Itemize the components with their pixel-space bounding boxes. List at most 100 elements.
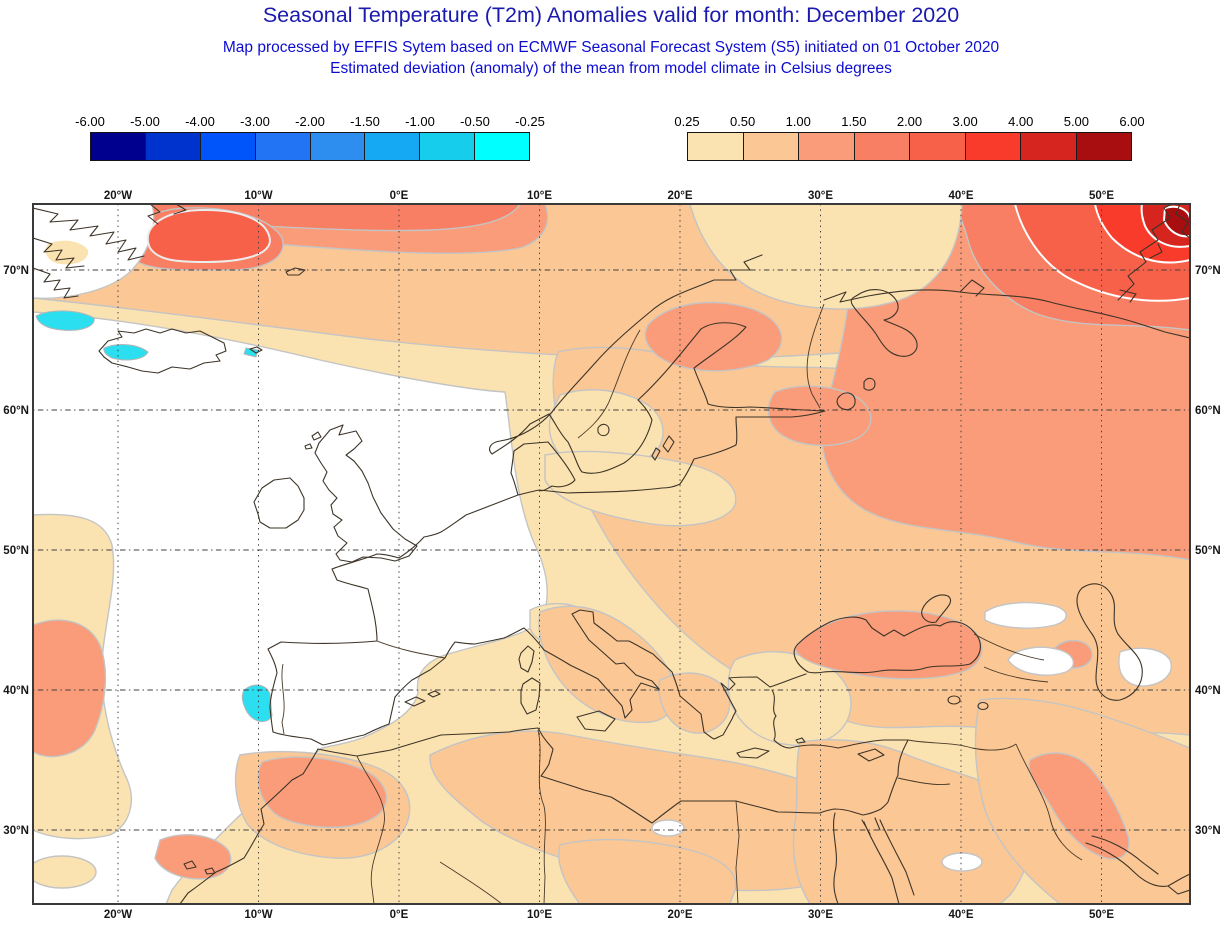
coast-greenland2 xyxy=(33,237,85,269)
legend-positive-ticks: 0.25 0.50 1.00 1.50 2.00 3.00 4.00 5.00 6.00 xyxy=(674,110,1144,132)
legend-tick-label: -6.00 xyxy=(75,114,105,129)
legend-cell xyxy=(799,133,855,160)
white-spot-turkmenistan xyxy=(1118,647,1172,687)
coast-rhodes xyxy=(795,737,806,744)
coast-morocco-atlantic xyxy=(179,748,319,904)
legend-cell xyxy=(965,133,1021,160)
legend-tick-label: 2.00 xyxy=(896,114,923,129)
axis-tick-label: 50°E xyxy=(1089,909,1114,921)
coast-azov xyxy=(921,594,952,623)
coast-cyprus xyxy=(857,748,885,762)
axis-longitude-top: 20°W 10°W 0°E 10°E 20°E 30°E 40°E 50°E xyxy=(104,190,1114,202)
legend-negative-ticks: -6.00 -5.00 -4.00 -3.00 -2.00 -1.50 -1.00 -0.50… xyxy=(75,110,545,132)
axis-tick-label: 60°N xyxy=(3,405,29,417)
legend-tick-label: 0.25 xyxy=(674,114,700,129)
coast-sicily xyxy=(576,710,616,732)
axis-tick-label: 70°N xyxy=(1195,265,1221,277)
legend-cell xyxy=(1076,133,1131,160)
coast-hebrides xyxy=(304,431,322,450)
legend-tick-label: -2.00 xyxy=(295,114,325,129)
white-spot-caucasus xyxy=(1007,646,1075,676)
axis-tick-label: 40°E xyxy=(948,909,973,921)
coast-turkey-levant-africa xyxy=(317,689,909,824)
subtitle-line1: Map processed by EFFIS Sytem based on EC… xyxy=(222,39,1000,56)
warm-fill-zagros xyxy=(1028,752,1130,860)
coast-crete xyxy=(736,747,770,759)
legend-tick-label: -1.00 xyxy=(405,114,435,129)
legend-cell xyxy=(743,133,799,160)
legend-tick-label: 0.50 xyxy=(729,114,756,129)
coast-russia-arctic xyxy=(823,289,1190,339)
axis-latitude-left: 70°N 60°N 50°N 40°N 30°N xyxy=(3,265,29,837)
axis-tick-label: 30°E xyxy=(808,909,833,921)
axis-longitude-bottom: 20°W 10°W 0°E 10°E 20°E 30°E 40°E 50°E xyxy=(104,909,1114,921)
legend-tick-label: 1.50 xyxy=(841,114,867,129)
legend-tick-label: 3.00 xyxy=(952,114,978,129)
warm-fill-morocco-core xyxy=(257,756,387,829)
axis-tick-label: 50°E xyxy=(1089,190,1114,202)
coast-ireland xyxy=(253,477,305,529)
legend-tick-label: 1.00 xyxy=(785,114,811,129)
axis-tick-label: 50°N xyxy=(3,545,29,557)
legend-cell xyxy=(688,133,744,160)
legend-negative-anomalies: -6.00 -5.00 -4.00 -3.00 -2.00 -1.50 -1.00 -0.50… xyxy=(75,110,545,161)
axis-tick-label: 20°W xyxy=(104,909,132,921)
legend-tick-label: 6.00 xyxy=(1119,114,1145,129)
axis-tick-label: 0°E xyxy=(390,909,409,921)
coast-lakes xyxy=(597,377,876,437)
subtitle-line2: Estimated deviation (anomaly) of the mea… xyxy=(330,60,892,77)
cream-wedge-north-cape xyxy=(689,204,963,310)
coast-sardinia xyxy=(520,677,541,715)
axis-tick-label: 20°E xyxy=(667,909,692,921)
axis-tick-label: 30°E xyxy=(808,190,833,202)
white-region-greenland xyxy=(33,204,155,299)
white-spot-libya xyxy=(651,819,685,837)
legend-cell xyxy=(255,133,311,160)
map-coastlines xyxy=(33,204,1190,904)
page-title: Seasonal Temperature (T2m) Anomalies val… xyxy=(262,3,960,27)
legend-cell xyxy=(475,133,529,160)
legend-tick-label: -1.50 xyxy=(350,114,380,129)
map-frame xyxy=(32,203,1191,905)
axis-tick-label: 30°N xyxy=(1195,825,1221,837)
warm-fill-gulf-of-finland xyxy=(767,385,872,447)
white-spot-caspian-north xyxy=(984,601,1067,629)
cold-patch-south-iceland xyxy=(103,344,149,361)
cold-patch-west-iceland xyxy=(35,310,95,331)
coast-greenland3 xyxy=(33,267,79,299)
coast-west-europe-africa xyxy=(267,494,807,746)
coast-white-sea xyxy=(850,289,918,357)
legend-cell xyxy=(310,133,366,160)
legend-cell xyxy=(420,133,476,160)
warm-core-greenland-sea xyxy=(147,208,272,264)
coast-anatolia-lakes xyxy=(947,695,989,710)
warm-fill-sw-corner xyxy=(33,855,97,889)
coast-great-britain xyxy=(314,424,418,563)
warm-fill-offshore-iberia xyxy=(33,619,107,758)
axis-tick-label: 60°N xyxy=(1195,405,1221,417)
axis-tick-label: 50°N xyxy=(1195,545,1221,557)
coast-corsica xyxy=(518,645,535,673)
axis-tick-label: 30°N xyxy=(3,825,29,837)
anomaly-fills xyxy=(33,204,1190,904)
legend-cell xyxy=(854,133,910,160)
cold-patch-portugal xyxy=(241,684,273,723)
axis-tick-label: 70°N xyxy=(3,265,29,277)
axis-tick-label: 0°E xyxy=(390,190,409,202)
coast-novaya-zemlya xyxy=(1117,204,1190,303)
coast-red-sea xyxy=(861,817,915,904)
legend-cell xyxy=(145,133,201,160)
coast-canaries xyxy=(183,860,216,875)
axis-tick-label: 20°E xyxy=(667,190,692,202)
axis-tick-label: 40°E xyxy=(948,190,973,202)
legend-cell xyxy=(365,133,421,160)
coast-nile xyxy=(833,812,839,904)
warm-fill-sahara-patch xyxy=(558,838,737,904)
legend-positive-colorbar xyxy=(687,132,1132,161)
coast-jan-mayen xyxy=(285,267,306,276)
legend-tick-label: -0.25 xyxy=(515,114,545,129)
coast-iceland xyxy=(98,328,227,374)
legend-cell xyxy=(1021,133,1077,160)
